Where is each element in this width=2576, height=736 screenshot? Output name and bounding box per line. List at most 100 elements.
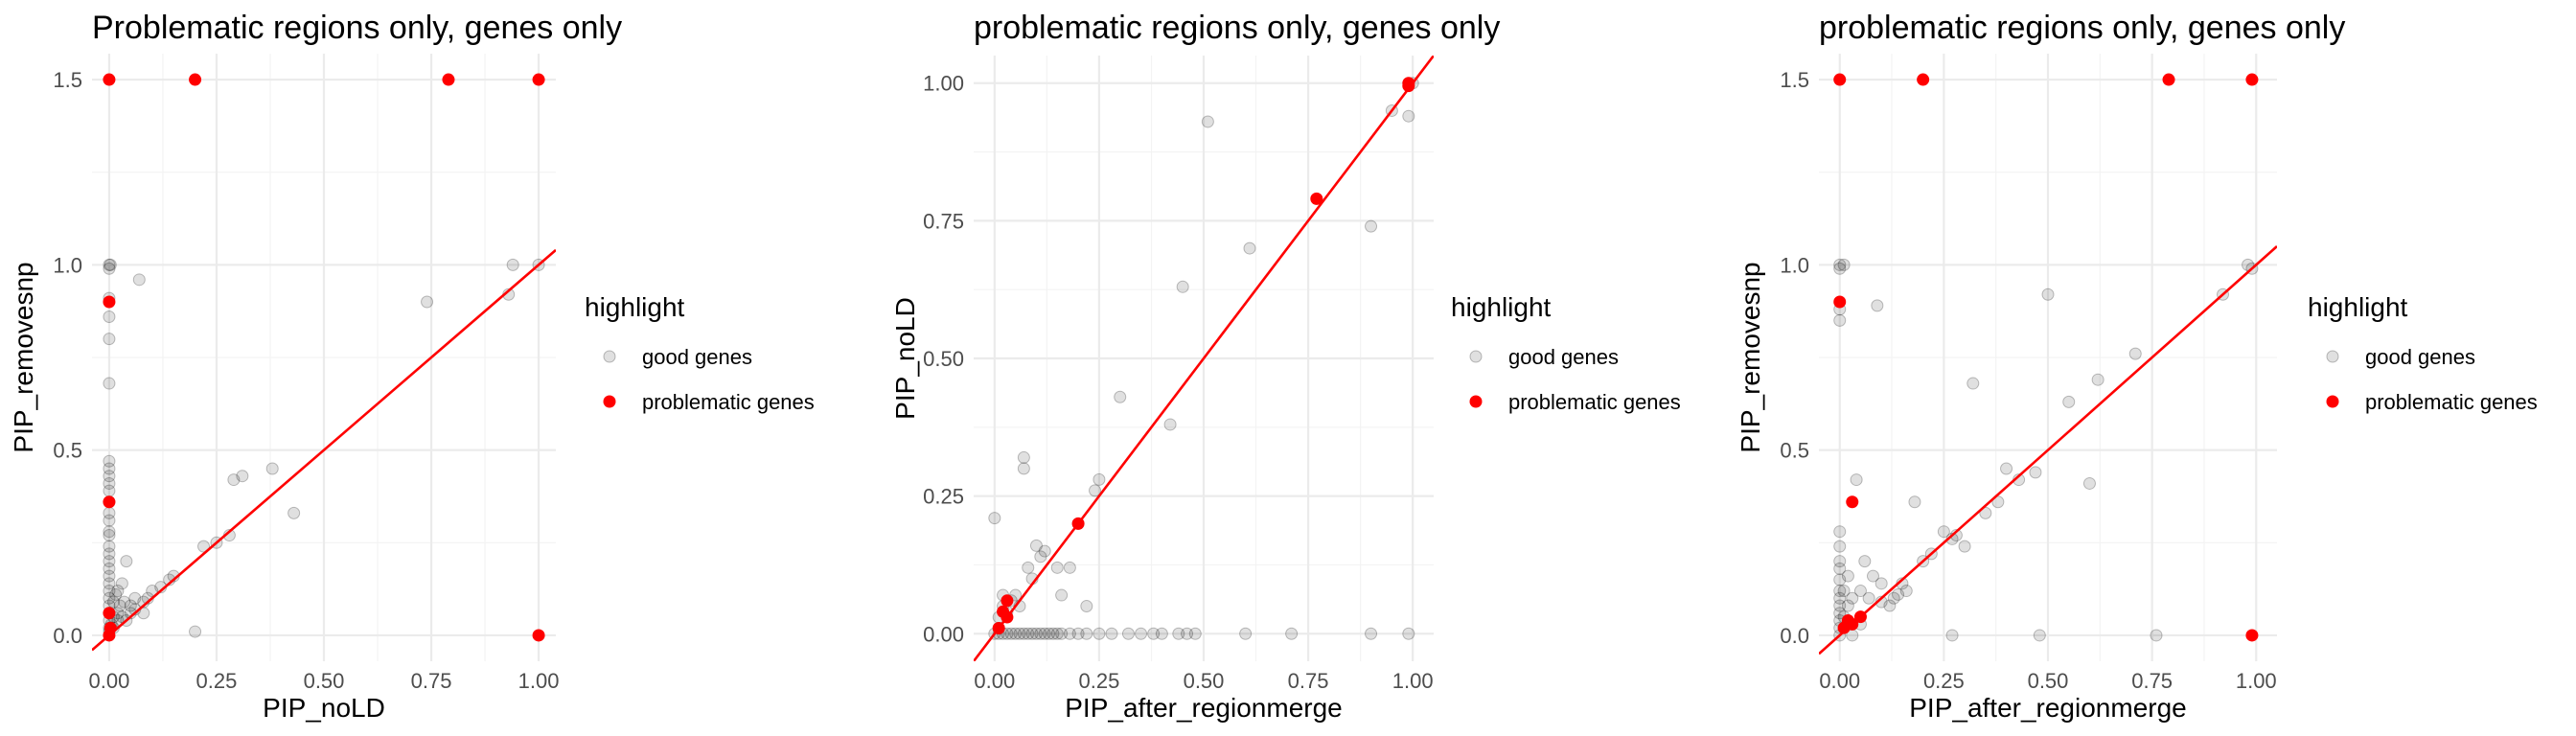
x-tick-label: 0.50 (1184, 669, 1225, 693)
point-good-gene (2033, 629, 2046, 642)
point-good-gene (1243, 242, 1256, 255)
point-problematic-gene (103, 73, 116, 86)
legend-key-good-genes (603, 350, 616, 363)
point-good-gene (137, 607, 150, 620)
point-good-gene (103, 258, 116, 271)
point-good-gene (227, 473, 241, 487)
point-good-gene (1092, 472, 1106, 486)
legend-key-problematic-genes (603, 395, 616, 408)
point-good-gene (1071, 627, 1085, 640)
x-tick-label: 0.75 (1288, 669, 1329, 693)
point-good-gene (2082, 476, 2096, 490)
legend-key-problematic-genes (1469, 395, 1483, 408)
y-tick-label: 1.0 (1780, 253, 1809, 277)
point-good-gene (103, 333, 116, 346)
point-good-gene (1163, 418, 1177, 431)
point-good-gene (1402, 627, 1415, 640)
point-good-gene (103, 529, 116, 542)
legend-label-problematic-genes: problematic genes (1508, 390, 1681, 414)
y-tick-label: 1.5 (1780, 68, 1809, 92)
y-tick-label: 0.00 (923, 622, 964, 646)
x-tick-label: 0.50 (304, 669, 345, 693)
point-good-gene (118, 595, 131, 609)
y-tick-label: 0.0 (53, 624, 82, 648)
legend-label-problematic-genes: problematic genes (642, 390, 815, 414)
point-good-gene (1892, 587, 1905, 601)
point-good-gene (1850, 473, 1863, 487)
x-tick-label: 0.75 (411, 669, 452, 693)
reference-line (92, 248, 556, 652)
point-good-gene (1402, 109, 1415, 123)
point-problematic-gene (1000, 594, 1014, 608)
point-good-gene (189, 625, 202, 638)
point-good-gene (1135, 627, 1148, 640)
legend-key-good-genes (2326, 350, 2339, 363)
point-good-gene (1009, 627, 1023, 640)
point-problematic-gene (1917, 73, 1930, 86)
point-good-gene (103, 462, 116, 475)
point-good-gene (1063, 561, 1076, 574)
point-problematic-gene (1833, 73, 1847, 86)
point-good-gene (115, 610, 128, 624)
point-good-gene (2150, 629, 2163, 642)
scatter-plot-3: 0.00 0.25 0.50 0.75 1.00 0.0 0.5 1.0 1.5 problema… (1736, 10, 2538, 723)
point-good-gene (103, 540, 116, 553)
point-good-gene (1966, 377, 1980, 390)
x-tick-label: 0.50 (2028, 669, 2069, 693)
point-good-gene (103, 476, 116, 490)
point-good-gene (103, 377, 116, 390)
legend-label-good-genes: good genes (642, 345, 752, 369)
point-good-gene (1017, 450, 1030, 464)
point-good-gene (1201, 115, 1214, 128)
legend-key-good-genes (1469, 350, 1483, 363)
point-good-gene (103, 525, 116, 539)
point-good-gene (1239, 627, 1253, 640)
reference-line (974, 56, 1434, 661)
legend-label-good-genes: good genes (1508, 345, 1619, 369)
point-good-gene (1181, 627, 1194, 640)
point-good-gene (1029, 539, 1043, 552)
point-good-gene (103, 484, 116, 497)
point-good-gene (103, 470, 116, 483)
point-good-gene (103, 454, 116, 468)
point-good-gene (1080, 627, 1093, 640)
gridlines (92, 54, 556, 661)
point-good-gene (103, 310, 116, 323)
x-tick-label: 0.25 (1923, 669, 1965, 693)
reference-line (1819, 245, 2277, 656)
point-problematic-gene (532, 73, 545, 86)
point-good-gene (2000, 462, 2013, 475)
point-good-gene (1092, 627, 1106, 640)
point-good-gene (1285, 627, 1299, 640)
x-tick-label: 0.25 (196, 669, 238, 693)
chart-panel-1: 0.00 0.25 0.50 0.75 1.00 0.0 0.5 1.0 1.5 Problema… (0, 0, 859, 736)
point-good-gene (1853, 585, 1867, 598)
point-good-gene (111, 613, 125, 627)
point-good-gene (1958, 540, 1971, 553)
point-problematic-gene (2162, 73, 2175, 86)
legend-key-problematic-genes (2326, 395, 2339, 408)
point-problematic-gene (1846, 495, 1859, 509)
point-good-gene (1841, 569, 1854, 583)
point-good-gene (2128, 347, 2142, 360)
point-good-gene (1029, 627, 1043, 640)
chart-panel-3: 0.00 0.25 0.50 0.75 1.00 0.0 0.5 1.0 1.5 problema… (1717, 0, 2576, 736)
point-good-gene (1121, 627, 1135, 640)
point-good-gene (104, 258, 117, 271)
point-good-gene (124, 599, 137, 612)
point-good-gene (1908, 495, 1921, 509)
point-good-gene (1937, 525, 1950, 539)
point-good-gene (103, 591, 116, 605)
point-good-gene (1089, 484, 1102, 497)
point-problematic-gene (442, 73, 455, 86)
legend-label-problematic-genes: problematic genes (2365, 390, 2538, 414)
x-tick-label: 1.00 (1392, 669, 1434, 693)
legend-label-good-genes: good genes (2365, 345, 2475, 369)
point-good-gene (1063, 627, 1076, 640)
point-good-gene (2062, 395, 2076, 408)
point-good-gene (1871, 299, 1884, 312)
point-good-gene (1022, 627, 1035, 640)
point-good-gene (146, 585, 159, 598)
y-tick-label: 1.0 (53, 253, 82, 277)
point-good-gene (1833, 573, 1847, 586)
